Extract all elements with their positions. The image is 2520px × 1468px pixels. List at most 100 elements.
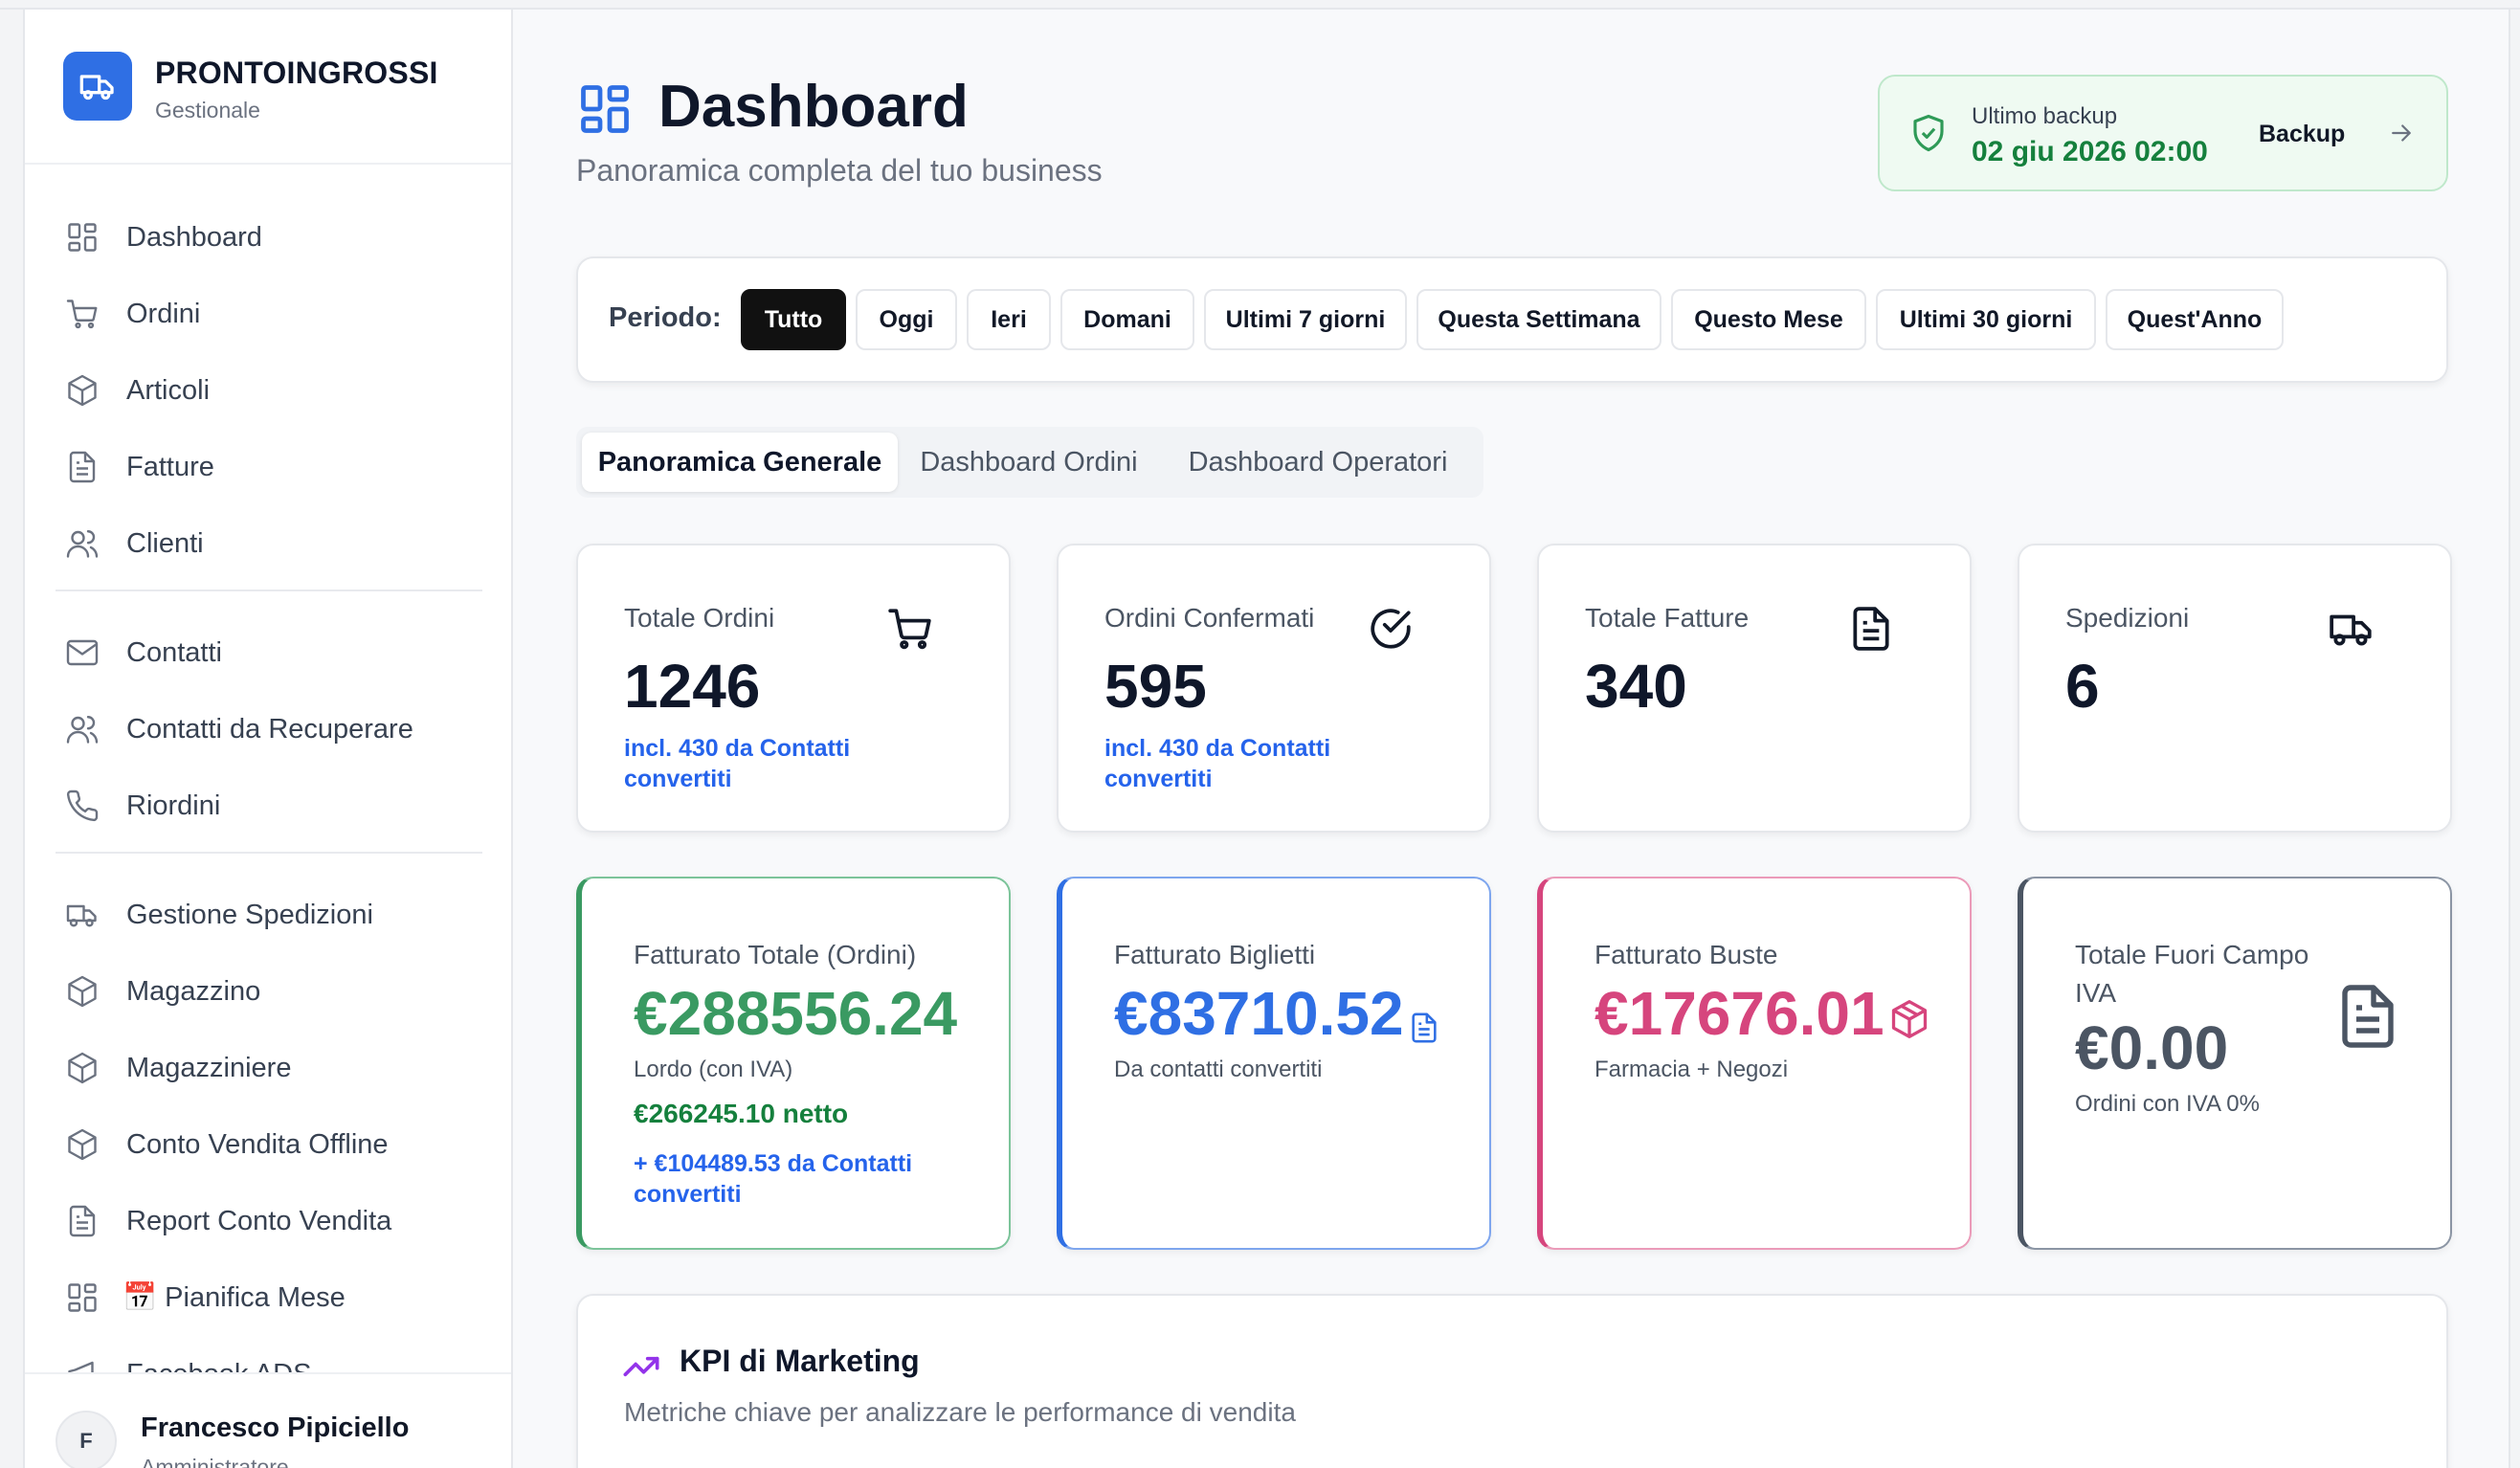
stat-label: Totale Fatture [1585, 603, 1750, 633]
period-chip-ultimi-30-giorni[interactable]: Ultimi 30 giorni [1876, 289, 2096, 350]
tab-panoramica-generale[interactable]: Panoramica Generale [582, 433, 898, 492]
stat-value: 340 [1585, 652, 1687, 721]
stat-value: 1246 [624, 652, 761, 721]
tab-dashboard-ordini[interactable]: Dashboard Ordini [920, 446, 1138, 478]
backup-label: Ultimo backup [1972, 103, 2118, 129]
period-chip-ieri[interactable]: Ieri [967, 289, 1051, 350]
sidebar-item-label: Riordini [126, 790, 221, 821]
revenue-card-fatturato-buste: Fatturato Buste €17676.01 Farmacia + Neg… [1537, 877, 1972, 1250]
sidebar-item-label: Articoli [126, 374, 211, 406]
revenue-sub: Ordini con IVA 0% [2075, 1091, 2260, 1117]
revenue-sub: Da contatti convertiti [1114, 1057, 1323, 1082]
period-chip-questa-settimana[interactable]: Questa Settimana [1416, 289, 1661, 350]
revenue-sub: Farmacia + Negozi [1595, 1057, 1789, 1082]
document-icon [63, 448, 101, 486]
nav-divider [56, 589, 482, 591]
revenue-label: Fatturato Buste [1595, 940, 1778, 969]
box-icon [63, 972, 101, 1011]
box-icon [1888, 984, 1930, 1055]
brand-name: PRONTOINGROSSI [155, 56, 438, 90]
dashboard-tabs: Panoramica Generale Dashboard Ordini Das… [576, 427, 1483, 498]
document-icon [2333, 982, 2402, 1056]
sidebar-item-dashboard[interactable]: Dashboard [63, 209, 262, 266]
sidebar-item-pianifica-mese[interactable]: 📅 Pianifica Mese [63, 1269, 346, 1326]
kpi-title: KPI di Marketing [680, 1344, 920, 1378]
grid-icon [576, 80, 634, 143]
revenue-net: €266245.10 netto [634, 1099, 849, 1128]
stat-note: incl. 430 da Contatti convertiti [624, 735, 851, 792]
kpi-subtitle: Metriche chiave per analizzare le perfor… [624, 1397, 1296, 1427]
main-content: Dashboard Panoramica completa del tuo bu… [513, 10, 2509, 1468]
period-chip-domani[interactable]: Domani [1060, 289, 1194, 350]
sidebar-item-articoli[interactable]: Articoli [63, 362, 210, 419]
stat-card-totale-ordini: Totale Ordini 1246 incl. 430 da Contatti… [576, 544, 1011, 833]
sidebar-item-report-conto-vendita[interactable]: Report Conto Vendita [63, 1192, 391, 1250]
period-filter: Periodo: Tutto Oggi Ieri Domani Ultimi 7… [576, 256, 2448, 383]
tab-dashboard-operatori[interactable]: Dashboard Operatori [1188, 446, 1448, 478]
sidebar-item-label: Dashboard [126, 221, 262, 253]
brand-subtitle: Gestionale [155, 98, 260, 122]
revenue-card-fatturato-biglietti: Fatturato Biglietti €83710.52 Da contatt… [1057, 877, 1491, 1250]
avatar: F [56, 1411, 117, 1468]
period-chip-ultimi-7-giorni[interactable]: Ultimi 7 giorni [1204, 289, 1407, 350]
check-circle-icon [1367, 605, 1415, 657]
stat-label: Totale Ordini [624, 603, 775, 633]
revenue-extra: + €104489.53 da Contatti convertiti [634, 1150, 913, 1208]
mail-icon [63, 634, 101, 672]
sidebar-item-riordini[interactable]: Riordini [63, 777, 220, 834]
shield-check-icon [1908, 113, 1949, 158]
sidebar-item-gestione-spedizioni[interactable]: Gestione Spedizioni [63, 886, 373, 944]
arrow-right-icon[interactable] [2387, 119, 2416, 152]
revenue-sub: Lordo (con IVA) [634, 1057, 793, 1082]
sidebar-item-magazziniere[interactable]: Magazziniere [63, 1039, 291, 1097]
user-role: Amministratore [141, 1455, 289, 1468]
stat-label: Spedizioni [2065, 603, 2190, 633]
sidebar-item-clienti[interactable]: Clienti [63, 515, 204, 572]
page-subtitle: Panoramica completa del tuo business [576, 153, 1103, 188]
truck-icon [2328, 605, 2375, 657]
trending-up-icon [622, 1347, 660, 1390]
backup-date: 02 giu 2026 02:00 [1972, 136, 2208, 167]
revenue-value: €288556.24 [634, 979, 958, 1048]
users-icon [63, 524, 101, 563]
backup-button[interactable]: Backup [2259, 109, 2345, 159]
box-icon [63, 371, 101, 410]
period-chip-oggi[interactable]: Oggi [856, 289, 957, 350]
revenue-amount: €17676.01 [1595, 979, 1884, 1048]
sidebar-item-magazzino[interactable]: Magazzino [63, 963, 260, 1020]
revenue-value: €83710.52 [1114, 978, 1440, 1058]
user-name: Francesco Pipiciello [141, 1412, 410, 1443]
grid-icon [63, 1279, 101, 1317]
sidebar-item-contatti[interactable]: Contatti [63, 624, 222, 681]
sidebar-item-conto-vendita-offline[interactable]: Conto Vendita Offline [63, 1116, 389, 1173]
sidebar-item-label: Ordini [126, 298, 201, 329]
sidebar-item-ordini[interactable]: Ordini [63, 285, 200, 343]
truck-icon[interactable] [63, 52, 132, 121]
document-icon [1408, 988, 1440, 1058]
truck-icon [63, 896, 101, 934]
period-chip-quest-anno[interactable]: Quest'Anno [2106, 289, 2284, 350]
sidebar-item-label: Magazziniere [126, 1052, 292, 1083]
sidebar: PRONTOINGROSSI Gestionale Dashboard Ordi… [23, 10, 513, 1468]
period-chip-questo-mese[interactable]: Questo Mese [1671, 289, 1866, 350]
backup-button-label: Backup [2259, 120, 2346, 147]
user-profile[interactable]: F Francesco Pipiciello Amministratore [25, 1372, 511, 1468]
box-icon [63, 1125, 101, 1164]
period-chip-tutto[interactable]: Tutto [741, 289, 846, 350]
page-title: Dashboard [658, 74, 969, 140]
sidebar-item-contatti-da-recuperare[interactable]: Contatti da Recuperare [63, 701, 413, 758]
stat-value: 6 [2065, 652, 2100, 721]
revenue-card-fatturato-totale: Fatturato Totale (Ordini) €288556.24 Lor… [576, 877, 1011, 1250]
revenue-amount: €83710.52 [1114, 979, 1404, 1048]
stat-value: 595 [1104, 652, 1207, 721]
brand-header: PRONTOINGROSSI Gestionale [25, 10, 511, 165]
phone-icon [63, 787, 101, 825]
kpi-marketing-card: KPI di Marketing Metriche chiave per ana… [576, 1294, 2448, 1468]
scrollbar-track[interactable] [2509, 10, 2520, 1468]
revenue-card-fuori-campo-iva: Totale Fuori Campo IVA €0.00 Ordini con … [2018, 877, 2452, 1250]
grid-icon [63, 218, 101, 256]
sidebar-item-label: Report Conto Vendita [126, 1205, 392, 1236]
sidebar-item-fatture[interactable]: Fatture [63, 438, 214, 496]
stat-card-spedizioni: Spedizioni 6 [2018, 544, 2452, 833]
box-icon [63, 1049, 101, 1087]
